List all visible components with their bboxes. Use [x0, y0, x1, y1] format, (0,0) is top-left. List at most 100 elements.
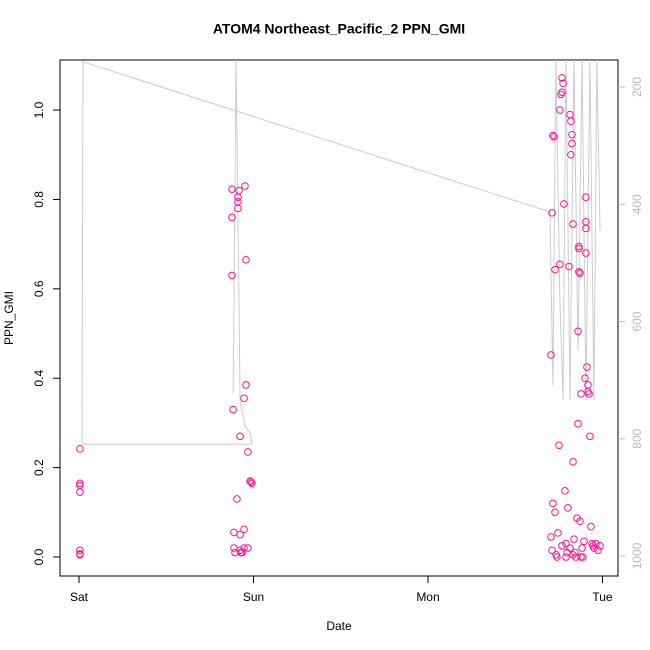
pressure-line	[81, 60, 601, 445]
data-point	[228, 271, 236, 280]
data-point	[582, 193, 590, 202]
data-point	[233, 495, 241, 503]
data-point	[575, 244, 583, 253]
data-point	[76, 550, 84, 559]
data-point	[242, 381, 250, 389]
data-point	[580, 537, 588, 546]
data-point	[569, 550, 577, 559]
data-point	[228, 213, 236, 222]
data-point	[548, 209, 556, 217]
data-point	[240, 525, 248, 534]
data-point	[554, 529, 562, 537]
data-point	[566, 544, 574, 552]
y2-tick-label: 1000	[630, 542, 644, 569]
plot-frame	[59, 59, 619, 577]
x-tick-label: Sat	[70, 590, 89, 604]
y-axis-label: PPN_GMI	[2, 291, 16, 345]
data-point	[566, 110, 574, 119]
data-point	[76, 445, 84, 453]
data-point	[596, 542, 604, 550]
data-point	[549, 499, 557, 508]
data-point	[560, 200, 568, 208]
y-tick-label: 0.6	[32, 280, 46, 297]
data-point	[235, 186, 243, 195]
data-point	[564, 504, 572, 512]
data-point	[550, 133, 558, 141]
data-point	[558, 74, 566, 82]
data-point	[594, 546, 602, 555]
data-point	[547, 533, 555, 541]
data-point	[577, 553, 585, 561]
data-point	[579, 553, 587, 561]
data-point	[549, 131, 557, 140]
y-tick-label: 0.2	[32, 459, 46, 476]
data-point	[575, 242, 583, 251]
data-point	[236, 432, 244, 441]
data-point	[246, 477, 254, 485]
data-point	[568, 139, 576, 148]
data-point	[242, 255, 250, 264]
data-point	[574, 327, 582, 336]
x-axis-label: Date	[326, 619, 352, 633]
data-point	[247, 478, 255, 486]
data-point	[578, 544, 586, 552]
data-point	[569, 220, 577, 228]
data-point	[240, 394, 248, 403]
data-point	[577, 390, 585, 398]
data-point	[558, 88, 566, 96]
data-point	[76, 546, 84, 555]
y2-tick-label: 200	[630, 77, 644, 97]
data-point	[248, 479, 256, 488]
y-tick-label: 1.0	[32, 101, 46, 118]
y-tick-label: 0.0	[32, 548, 46, 565]
data-point	[568, 130, 576, 139]
data-point	[574, 420, 582, 428]
data-point	[570, 535, 578, 543]
data-point	[582, 249, 590, 257]
data-point	[584, 381, 592, 389]
data-point	[576, 269, 584, 277]
y-tick-label: 0.8	[32, 191, 46, 208]
data-point	[565, 262, 573, 271]
data-point	[556, 260, 564, 269]
data-point	[244, 544, 252, 552]
data-point	[567, 150, 575, 159]
data-point	[586, 432, 594, 441]
data-point	[228, 185, 236, 193]
data-point	[587, 522, 595, 531]
data-point	[567, 117, 575, 126]
data-point	[562, 539, 570, 548]
data-point	[576, 517, 584, 526]
data-point	[581, 374, 589, 383]
data-point	[551, 265, 559, 274]
data-point	[585, 390, 593, 398]
data-point	[571, 548, 579, 557]
x-tick-label: Sun	[243, 590, 264, 604]
data-point	[548, 546, 556, 555]
y-tick-label: 0.4	[32, 370, 46, 387]
data-point	[241, 182, 249, 190]
data-point	[555, 441, 563, 450]
data-point	[76, 479, 84, 488]
line-layer	[81, 60, 601, 445]
data-point	[244, 448, 252, 456]
y2-tick-label: 800	[630, 428, 644, 448]
data-point	[547, 351, 555, 359]
data-point	[556, 106, 564, 114]
data-point	[76, 488, 84, 496]
data-point	[582, 224, 590, 233]
data-point	[551, 508, 559, 517]
data-point	[229, 405, 237, 414]
data-point	[592, 539, 600, 548]
y2-tick-label: 400	[630, 194, 644, 214]
chart-title: ATOM4 Northeast_Pacific_2 PPN_GMI	[213, 21, 465, 37]
data-point	[234, 204, 242, 213]
data-point	[236, 530, 244, 539]
data-point	[553, 553, 561, 561]
data-point	[575, 268, 583, 276]
data-point	[558, 542, 566, 550]
data-point	[561, 487, 569, 495]
data-point	[559, 79, 567, 88]
x-tick-label: Mon	[416, 590, 439, 604]
